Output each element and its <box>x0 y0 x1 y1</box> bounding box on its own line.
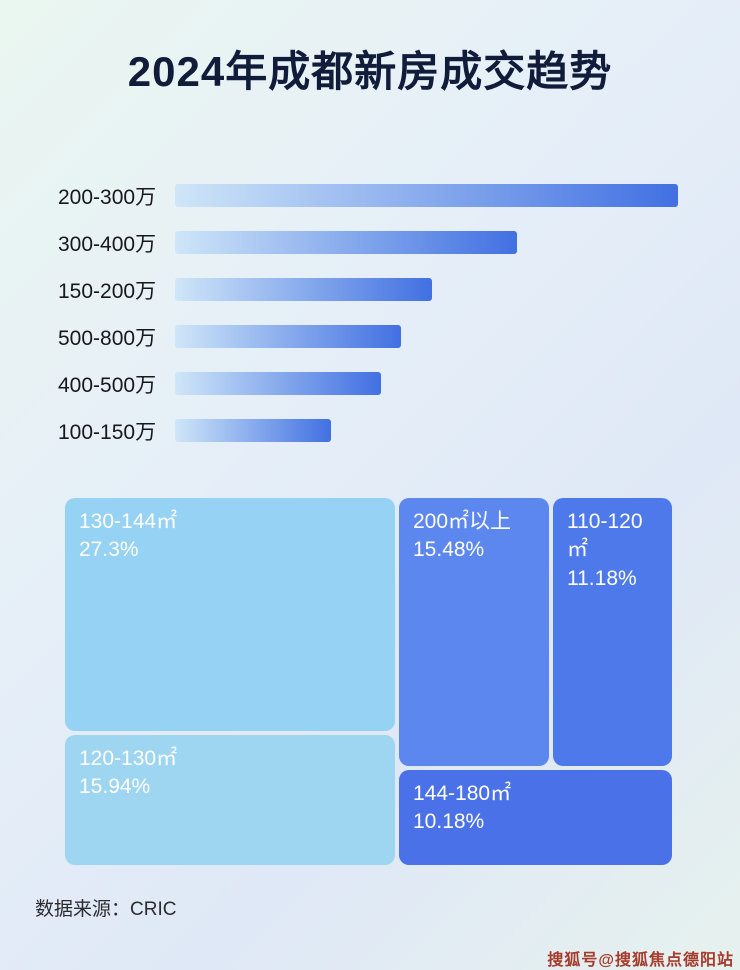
treemap-label: 110-120㎡ <box>567 510 643 562</box>
bar-row: 500-800万 <box>58 313 678 360</box>
bar-row: 150-200万 <box>58 266 678 313</box>
bar-row: 200-300万 <box>58 172 678 219</box>
bar-category-label: 150-200万 <box>58 279 157 303</box>
treemap-block-130-144: 130-144㎡ 27.3% <box>65 498 395 731</box>
bar-category-label: 400-500万 <box>58 373 157 397</box>
bar <box>175 184 678 207</box>
page-title: 2024年成都新房成交趋势 <box>127 48 613 95</box>
bar-track <box>175 278 678 301</box>
bar <box>175 325 402 348</box>
bar-track <box>175 419 678 442</box>
bar-track <box>175 231 678 254</box>
treemap-value: 15.48% <box>413 538 485 562</box>
bar-category-label: 100-150万 <box>58 420 157 444</box>
treemap-value: 10.18% <box>413 810 485 834</box>
treemap-label: 120-130㎡ <box>79 747 178 770</box>
treemap-value: 11.18% <box>567 566 637 590</box>
treemap-value: 15.94% <box>79 775 151 799</box>
treemap-block-110-120: 110-120㎡ 11.18% <box>553 498 672 766</box>
treemap-value: 27.3% <box>79 538 139 562</box>
treemap-label: 130-144㎡ <box>79 510 178 533</box>
bar-row: 300-400万 <box>58 219 678 266</box>
bar-track <box>175 184 678 207</box>
bar-row: 100-150万 <box>58 407 678 454</box>
treemap-block-120-130: 120-130㎡ 15.94% <box>65 735 395 865</box>
bar-track <box>175 372 678 395</box>
bar <box>175 278 432 301</box>
treemap-block-200-plus: 200㎡以上 15.48% <box>399 498 549 766</box>
bar <box>175 419 331 442</box>
bar-track <box>175 325 678 348</box>
treemap-label: 200㎡以上 <box>413 510 512 533</box>
treemap: 130-144㎡ 27.3% 120-130㎡ 15.94% 200㎡以上 15… <box>65 498 672 865</box>
treemap-block-144-180: 144-180㎡ 10.18% <box>399 770 672 865</box>
treemap-label: 144-180㎡ <box>413 782 512 805</box>
bar-category-label: 300-400万 <box>58 232 157 256</box>
bar-category-label: 500-800万 <box>58 326 157 350</box>
bar-row: 400-500万 <box>58 360 678 407</box>
bar <box>175 231 518 254</box>
bar <box>175 372 382 395</box>
data-source-note: 数据来源：CRIC <box>35 899 177 920</box>
bar-chart: 200-300万 300-400万 150-200万 500-800万 400-… <box>58 172 678 454</box>
watermark: 搜狐号@搜狐焦点德阳站 <box>547 952 734 969</box>
bar-category-label: 200-300万 <box>58 185 157 209</box>
